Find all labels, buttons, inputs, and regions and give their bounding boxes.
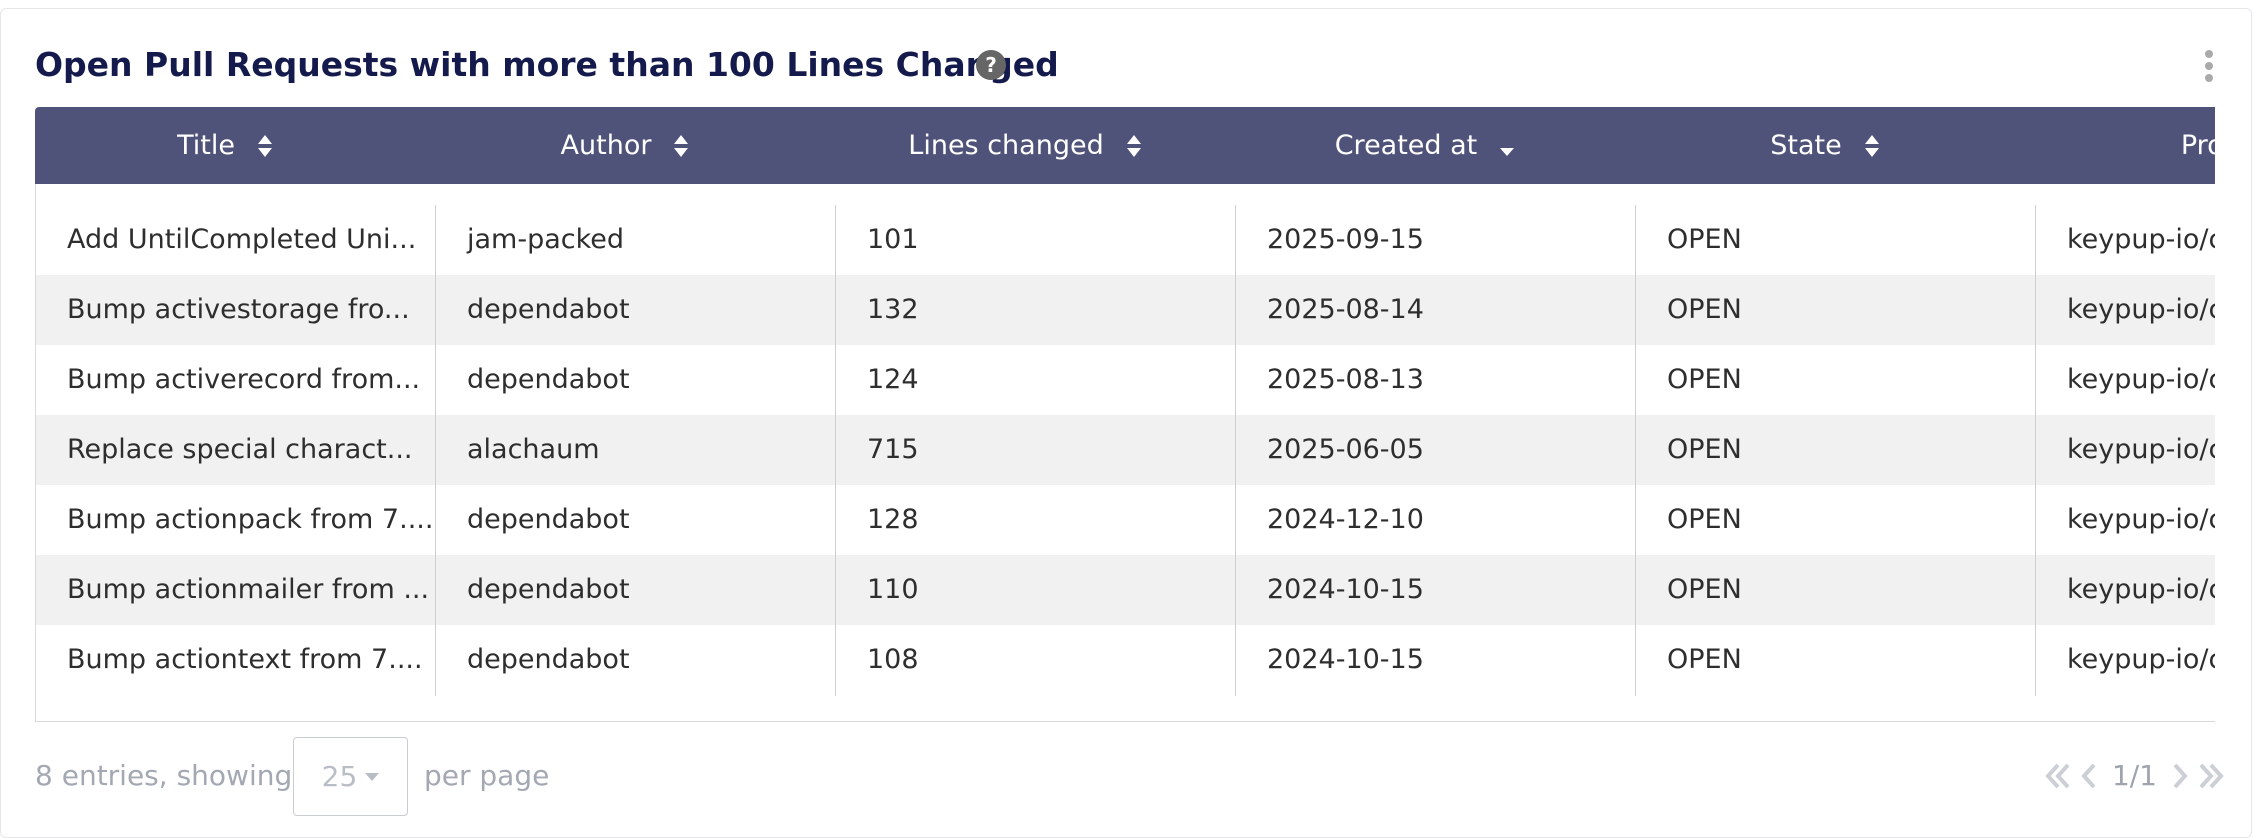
table-cell: Add UntilCompleted Uni... [67, 224, 417, 255]
table-row: Bump actionmailer from ... dependabot 110 2… [36, 555, 2215, 625]
table-row: Add UntilCompleted Uni... jam-packed 101 20… [36, 205, 2215, 275]
table-cell: dependabot [467, 644, 630, 675]
table-cell: 2024-10-15 [1267, 644, 1424, 675]
column-label: Lines changed [908, 130, 1104, 161]
table-row: Bump activerecord from... dependabot 124 20… [36, 345, 2215, 415]
table-cell: Bump actionmailer from ... [67, 574, 430, 605]
column-header[interactable]: Proj [2035, 107, 2215, 184]
table-cell: 101 [867, 224, 919, 255]
table-cell: 2025-06-05 [1267, 434, 1424, 465]
sort-icon[interactable] [673, 134, 689, 158]
table-cell: Bump activestorage fro... [67, 294, 410, 325]
table-cell: OPEN [1667, 504, 1742, 535]
table-header: Title Author Lines changed Created at State P… [35, 107, 2215, 184]
column-divider [1235, 205, 1236, 696]
table: Title Author Lines changed Created at State P… [35, 107, 2215, 723]
table-cell: 2025-08-14 [1267, 294, 1424, 325]
caret [365, 772, 380, 781]
table-cell: keypup-io/c [2067, 364, 2215, 395]
column-header[interactable]: Title [35, 107, 435, 184]
menu-icon[interactable] [2201, 49, 2217, 83]
table-cell: keypup-io/c [2067, 644, 2215, 675]
table-cell: Replace special charact... [67, 434, 413, 465]
sort-icon[interactable] [1499, 134, 1515, 158]
column-label: Created at [1334, 130, 1478, 161]
sort-icon[interactable] [1126, 134, 1142, 158]
page-indicator: 1/1 [2111, 759, 2157, 792]
table-cell: dependabot [467, 504, 630, 535]
next-last-buttons[interactable] [2165, 761, 2225, 791]
table-cell: OPEN [1667, 294, 1742, 325]
sort-icon[interactable] [1864, 134, 1880, 158]
page-size-select[interactable]: 25 [293, 737, 408, 816]
page-size: 25 [321, 760, 358, 793]
table-cell: 715 [867, 434, 919, 465]
pagination: 1/1 [2044, 759, 2225, 792]
table-cell: OPEN [1667, 224, 1742, 255]
table-cell: dependabot [467, 574, 630, 605]
table-cell: alachaum [467, 434, 600, 465]
footer: 8 entries, showing 25 per page 1/1 [35, 737, 2225, 817]
table-cell: 2025-08-13 [1267, 364, 1424, 395]
table-cell: OPEN [1667, 644, 1742, 675]
column-header[interactable]: Lines changed [835, 107, 1235, 184]
table-cell: keypup-io/c [2067, 224, 2215, 255]
table-cell: OPEN [1667, 364, 1742, 395]
table-cell: dependabot [467, 364, 630, 395]
table-cell: Bump actionpack from 7.... [67, 504, 434, 535]
table-cell: 128 [867, 504, 919, 535]
table-cell: 2025-09-15 [1267, 224, 1424, 255]
table-row: Bump actiontext from 7.... dependabot 108 2… [36, 625, 2215, 695]
column-label: Proj [2180, 130, 2215, 161]
table-row: Bump actionpack from 7.... dependabot 128 2… [36, 485, 2215, 555]
table-cell: OPEN [1667, 434, 1742, 465]
table-cell: Bump activerecord from... [67, 364, 421, 395]
widget-card: Open Pull Requests with more than 100 Li… [0, 8, 2252, 838]
column-label: Title [177, 130, 235, 161]
widget-title: Open Pull Requests with more than 100 Li… [35, 45, 1059, 84]
table-cell: jam-packed [467, 224, 625, 255]
table-cell: dependabot [467, 294, 630, 325]
table-cell: keypup-io/c [2067, 434, 2215, 465]
entries-count: 8 entries, showing [35, 759, 293, 792]
table-cell: 110 [867, 574, 919, 605]
column-label: Author [560, 130, 652, 161]
table-row: Bump activestorage fro... dependabot 132 20… [36, 275, 2215, 345]
table-cell: keypup-io/c [2067, 504, 2215, 535]
column-label: State [1770, 130, 1842, 161]
table-cell: OPEN [1667, 574, 1742, 605]
column-divider [1635, 205, 1636, 696]
svg-text:?: ? [985, 53, 997, 77]
per-page-label: per page [424, 759, 550, 792]
column-header[interactable]: Author [435, 107, 835, 184]
column-header[interactable]: Created at [1235, 107, 1635, 184]
table-cell: Bump actiontext from 7.... [67, 644, 423, 675]
table-cell: 2024-10-15 [1267, 574, 1424, 605]
column-divider [435, 205, 436, 696]
column-divider [2035, 205, 2036, 696]
table-body: Add UntilCompleted Uni... jam-packed 101 20… [35, 184, 2215, 722]
table-cell: 132 [867, 294, 919, 325]
table-cell: keypup-io/c [2067, 294, 2215, 325]
column-header[interactable]: State [1635, 107, 2035, 184]
help-icon[interactable]: ? [975, 49, 1007, 81]
column-divider [835, 205, 836, 696]
sort-icon[interactable] [257, 134, 273, 158]
table-cell: 124 [867, 364, 919, 395]
table-cell: 108 [867, 644, 919, 675]
table-cell: keypup-io/c [2067, 574, 2215, 605]
table-cell: 2024-12-10 [1267, 504, 1424, 535]
first-prev-buttons[interactable] [2044, 761, 2104, 791]
table-row: Replace special charact... alachaum 715 202… [36, 415, 2215, 485]
